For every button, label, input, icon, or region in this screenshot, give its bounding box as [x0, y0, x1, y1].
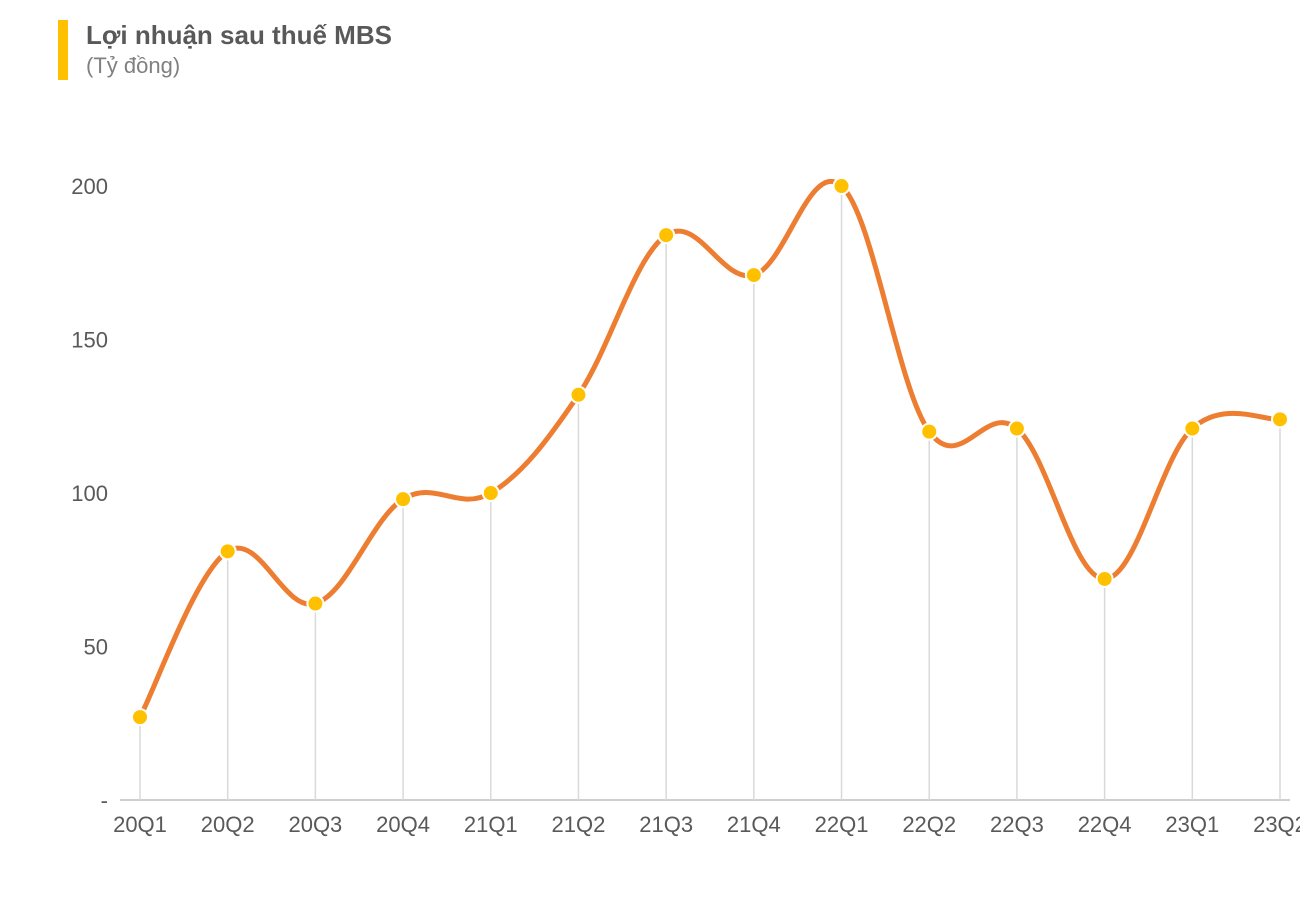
x-tick-label: 20Q3	[288, 812, 342, 837]
data-point-marker	[483, 485, 499, 501]
line-chart-svg: - 50 100 150 200 20Q1 20Q2 20Q3 20Q4 21Q1 21Q2 21Q3…	[60, 90, 1300, 860]
data-point-marker	[834, 178, 850, 194]
data-point-marker	[1272, 411, 1288, 427]
data-point-marker	[658, 227, 674, 243]
x-tick-label: 22Q2	[902, 812, 956, 837]
data-point-marker	[1184, 421, 1200, 437]
data-point-marker	[921, 424, 937, 440]
chart-plot-wrap: - 50 100 150 200 20Q1 20Q2 20Q3 20Q4 21Q1 21Q2 21Q3…	[60, 90, 1300, 860]
x-tick-label: 20Q2	[201, 812, 255, 837]
title-accent-bar	[58, 20, 68, 80]
title-text-group: Lợi nhuận sau thuế MBS (Tỷ đồng)	[86, 20, 392, 79]
data-point-marker	[746, 267, 762, 283]
data-point-marker	[395, 491, 411, 507]
x-tick-label: 23Q1	[1165, 812, 1219, 837]
chart-container: Lợi nhuận sau thuế MBS (Tỷ đồng) - 50 100 1…	[0, 0, 1309, 908]
data-point-marker	[220, 543, 236, 559]
y-tick-label: 50	[84, 635, 108, 660]
data-point-marker	[1097, 571, 1113, 587]
x-tick-label: 21Q2	[552, 812, 606, 837]
x-tick-label: 20Q1	[113, 812, 167, 837]
chart-title-block: Lợi nhuận sau thuế MBS (Tỷ đồng)	[58, 20, 1289, 80]
data-point-marker	[570, 387, 586, 403]
x-tick-label: 20Q4	[376, 812, 430, 837]
data-point-marker	[132, 709, 148, 725]
data-point-marker	[1009, 421, 1025, 437]
y-tick-label: -	[101, 788, 108, 813]
x-tick-label: 22Q4	[1078, 812, 1132, 837]
y-tick-label: 200	[71, 174, 108, 199]
x-tick-label: 22Q1	[815, 812, 869, 837]
x-tick-label: 21Q4	[727, 812, 781, 837]
x-tick-label: 22Q3	[990, 812, 1044, 837]
data-line	[140, 181, 1280, 717]
x-tick-label: 21Q1	[464, 812, 518, 837]
x-tick-label: 21Q3	[639, 812, 693, 837]
chart-title: Lợi nhuận sau thuế MBS	[86, 20, 392, 51]
x-tick-label: 23Q2	[1253, 812, 1300, 837]
chart-subtitle: (Tỷ đồng)	[86, 53, 392, 79]
y-tick-label: 100	[71, 481, 108, 506]
data-point-marker	[307, 596, 323, 612]
y-tick-label: 150	[71, 328, 108, 353]
